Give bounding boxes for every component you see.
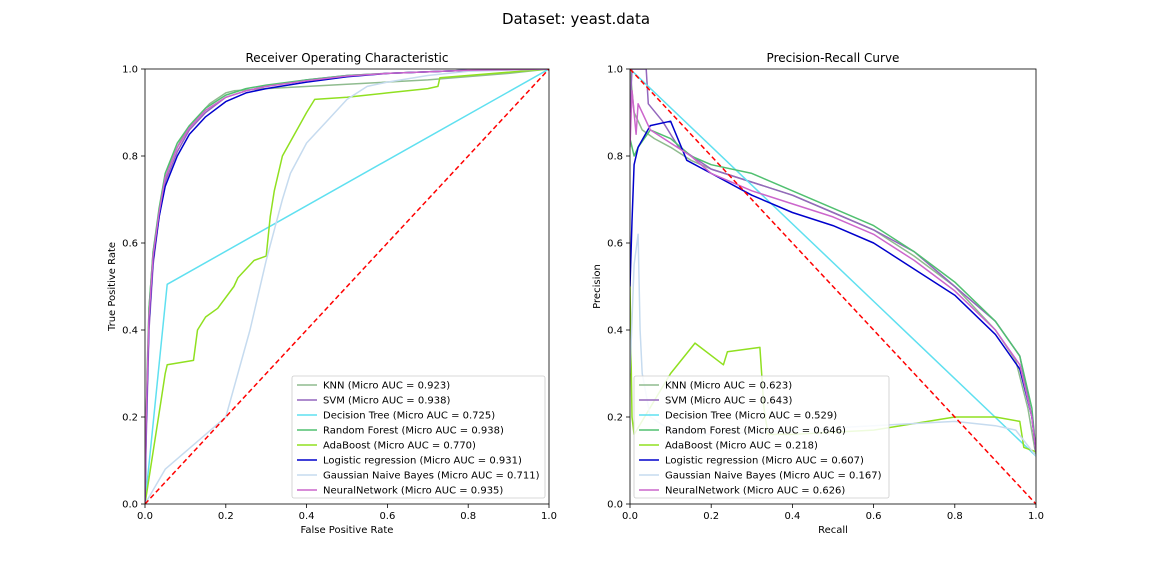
pr-legend-box [633, 375, 890, 499]
roc-x-tick-label: 0.6 [379, 511, 395, 522]
figure-suptitle: Dataset: yeast.data [502, 10, 650, 28]
roc-x-axis-label: False Positive Rate [301, 525, 394, 536]
roc-legend-label-5: Logistic regression (Micro AUC = 0.931) [323, 456, 522, 467]
roc-y-axis-label: True Positive Rate [107, 242, 118, 332]
roc-y-tick-label: 0.0 [122, 500, 138, 511]
pr-series-line-2 [630, 69, 1036, 457]
roc-legend-label-7: NeuralNetwork (Micro AUC = 0.935) [323, 486, 503, 497]
pr-legend-label-0: KNN (Micro AUC = 0.623) [665, 381, 792, 392]
roc-axes-frame [144, 68, 550, 505]
pr-legend-label-1: SVM (Micro AUC = 0.643) [665, 396, 792, 407]
roc-series-line-6 [145, 69, 549, 504]
roc-legend-label-4: AdaBoost (Micro AUC = 0.770) [323, 441, 476, 452]
pr-legend-label-4: AdaBoost (Micro AUC = 0.218) [665, 441, 818, 452]
roc-legend-label-2: Decision Tree (Micro AUC = 0.725) [323, 411, 495, 422]
roc-y-tick-label: 0.2 [122, 413, 138, 424]
roc-series-group [145, 69, 549, 504]
pr-legend: KNN (Micro AUC = 0.623) SVM (Micro AUC = … [633, 375, 890, 499]
pr-y-tick-label: 1.0 [607, 65, 623, 76]
pr-y-axis-label: Precision [592, 264, 603, 309]
roc-legend: KNN (Micro AUC = 0.923) SVM (Micro AUC = … [291, 375, 546, 499]
pr-y-tick-label: 0.0 [607, 500, 623, 511]
pr-axes-frame [629, 68, 1037, 505]
pr-legend-label-5: Logistic regression (Micro AUC = 0.607) [665, 456, 864, 467]
roc-x-tick-label: 0.0 [137, 511, 153, 522]
pr-x-tick-label: 0.8 [947, 511, 963, 522]
pr-title: Precision-Recall Curve [767, 51, 900, 65]
roc-y-tick-label: 0.4 [122, 326, 138, 337]
pr-y-tick-label: 0.8 [607, 152, 623, 163]
roc-x-tick-label: 0.2 [218, 511, 234, 522]
pr-legend-label-6: Gaussian Naive Bayes (Micro AUC = 0.167) [665, 471, 882, 482]
pr-series-line-7 [630, 90, 1036, 452]
pr-x-tick-label: 1.0 [1028, 511, 1044, 522]
roc-legend-label-1: SVM (Micro AUC = 0.938) [323, 396, 450, 407]
roc-panel: Receiver Operating Characteristic False … [107, 51, 557, 536]
roc-y-tick-label: 0.8 [122, 152, 138, 163]
roc-series-line-4 [145, 69, 549, 504]
roc-reference-line [145, 69, 549, 504]
roc-legend-box [291, 375, 546, 499]
pr-y-tick-label: 0.4 [607, 326, 623, 337]
pr-legend-label-2: Decision Tree (Micro AUC = 0.529) [665, 411, 837, 422]
roc-legend-label-0: KNN (Micro AUC = 0.923) [323, 381, 450, 392]
roc-x-tick-label: 0.4 [299, 511, 315, 522]
roc-legend-label-6: Gaussian Naive Bayes (Micro AUC = 0.711) [323, 471, 540, 482]
roc-series-line-2 [145, 69, 549, 504]
pr-y-tick-label: 0.6 [607, 239, 623, 250]
roc-y-tick-label: 1.0 [122, 65, 138, 76]
pr-x-tick-label: 0.2 [703, 511, 719, 522]
pr-series-line-3 [630, 129, 1036, 452]
roc-x-tick-label: 0.8 [460, 511, 476, 522]
pr-panel: Precision-Recall Curve Recall Precision … [592, 51, 1044, 536]
roc-y-tick-label: 0.6 [122, 239, 138, 250]
pr-legend-label-3: Random Forest (Micro AUC = 0.646) [665, 426, 846, 437]
pr-x-tick-label: 0.4 [784, 511, 800, 522]
roc-title: Receiver Operating Characteristic [245, 51, 448, 65]
roc-x-tick-label: 1.0 [541, 511, 557, 522]
pr-reference-line [630, 69, 1036, 504]
pr-legend-label-7: NeuralNetwork (Micro AUC = 0.626) [665, 486, 845, 497]
pr-y-tick-label: 0.2 [607, 413, 623, 424]
pr-x-tick-label: 0.6 [866, 511, 882, 522]
pr-series-line-5 [630, 120, 1036, 452]
roc-series-line-7 [145, 69, 549, 504]
roc-legend-label-3: Random Forest (Micro AUC = 0.938) [323, 426, 504, 437]
pr-x-tick-label: 0.0 [622, 511, 638, 522]
pr-x-axis-label: Recall [818, 525, 848, 536]
